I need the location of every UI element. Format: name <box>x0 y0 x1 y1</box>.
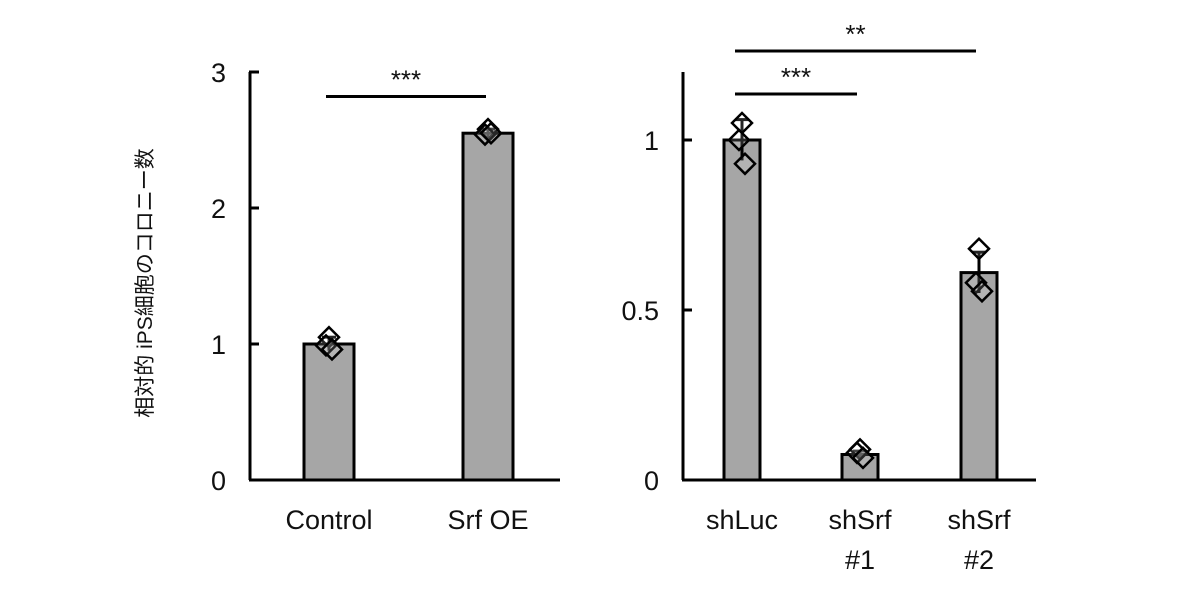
y-axis-label: 相対的 iPS細胞のコロニー数 <box>134 148 157 418</box>
bar <box>461 131 515 482</box>
data-point-diamond <box>479 121 503 145</box>
data-point-diamond <box>320 337 344 362</box>
category-label: shLuc <box>706 505 778 535</box>
bar <box>959 271 999 482</box>
data-point-diamond <box>473 122 497 147</box>
data-point-diamond <box>970 279 994 304</box>
y-tick-label: 1 <box>211 330 226 360</box>
category-label: Control <box>285 505 372 535</box>
category-label: #2 <box>964 545 994 575</box>
data-point-diamond <box>727 128 751 152</box>
bar <box>722 138 762 482</box>
data-point-diamond <box>730 111 754 135</box>
significance-label: ** <box>845 19 865 49</box>
bar <box>302 342 356 482</box>
data-point-diamond <box>851 446 875 470</box>
significance-label: *** <box>781 62 811 92</box>
data-point-diamond <box>967 237 991 261</box>
y-tick-label: 3 <box>211 58 226 88</box>
data-point-diamond <box>964 271 988 295</box>
y-tick-label: 0.5 <box>621 296 659 326</box>
data-point-diamond <box>733 152 757 176</box>
category-label: shSrf <box>828 505 892 535</box>
category-label: shSrf <box>947 505 1011 535</box>
category-label: #1 <box>845 545 875 575</box>
y-tick-label: 1 <box>644 126 659 156</box>
category-label: Srf OE <box>447 505 528 535</box>
y-tick-label: 0 <box>211 466 226 496</box>
y-tick-label: 2 <box>211 194 226 224</box>
y-tick-label: 0 <box>644 466 659 496</box>
significance-label: *** <box>391 64 421 94</box>
chart-panel-overexpression: 0 1 2 3 Control Srf OE *** <box>211 58 560 535</box>
